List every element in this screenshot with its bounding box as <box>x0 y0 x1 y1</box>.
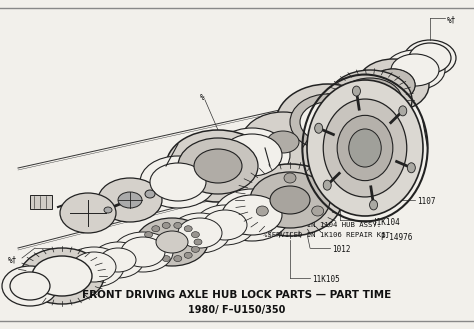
Ellipse shape <box>194 239 202 245</box>
Text: FRONT DRIVING AXLE HUB LOCK PARTS — PART TIME: FRONT DRIVING AXLE HUB LOCK PARTS — PART… <box>82 290 392 300</box>
Ellipse shape <box>300 102 356 142</box>
Ellipse shape <box>162 222 170 228</box>
Bar <box>30 195 52 209</box>
Ellipse shape <box>152 226 160 232</box>
Ellipse shape <box>371 69 415 101</box>
Ellipse shape <box>2 266 58 306</box>
Ellipse shape <box>92 242 144 278</box>
Ellipse shape <box>20 248 104 304</box>
Ellipse shape <box>222 134 282 176</box>
Ellipse shape <box>145 190 155 198</box>
Ellipse shape <box>238 164 342 236</box>
Ellipse shape <box>214 189 290 241</box>
Ellipse shape <box>222 195 282 235</box>
Ellipse shape <box>64 247 124 287</box>
Text: %SERVICED IN 1K106 REPAIR KIT: %SERVICED IN 1K106 REPAIR KIT <box>263 232 390 238</box>
Ellipse shape <box>312 206 324 216</box>
Ellipse shape <box>337 115 393 181</box>
Ellipse shape <box>174 222 182 228</box>
Text: †SERVICED IN 1104 HUB ASSY.: †SERVICED IN 1104 HUB ASSY. <box>263 222 381 228</box>
Ellipse shape <box>284 173 296 183</box>
Ellipse shape <box>250 172 330 228</box>
Ellipse shape <box>32 256 92 296</box>
Ellipse shape <box>349 129 381 167</box>
Ellipse shape <box>118 192 142 208</box>
Ellipse shape <box>335 127 379 179</box>
Ellipse shape <box>338 78 402 122</box>
Ellipse shape <box>140 156 216 208</box>
Ellipse shape <box>174 256 182 262</box>
Text: 11K105: 11K105 <box>312 275 340 285</box>
Ellipse shape <box>60 193 116 233</box>
Ellipse shape <box>113 232 173 272</box>
Ellipse shape <box>178 138 258 194</box>
Ellipse shape <box>136 218 208 266</box>
Ellipse shape <box>100 248 136 272</box>
Ellipse shape <box>145 232 153 238</box>
Ellipse shape <box>267 131 299 153</box>
Ellipse shape <box>370 200 378 210</box>
Ellipse shape <box>385 50 445 90</box>
Text: 1107: 1107 <box>417 197 436 207</box>
Ellipse shape <box>203 210 247 240</box>
Ellipse shape <box>150 163 206 201</box>
Ellipse shape <box>241 112 325 172</box>
Ellipse shape <box>407 163 415 173</box>
Ellipse shape <box>195 205 255 245</box>
Ellipse shape <box>371 69 415 101</box>
Text: %†: %† <box>447 15 456 24</box>
Text: %: % <box>200 92 205 102</box>
Ellipse shape <box>145 246 153 252</box>
Ellipse shape <box>270 186 310 214</box>
Ellipse shape <box>166 130 270 202</box>
Ellipse shape <box>191 246 200 252</box>
Ellipse shape <box>353 86 360 96</box>
Ellipse shape <box>323 99 407 197</box>
Ellipse shape <box>409 43 451 73</box>
Ellipse shape <box>121 237 165 267</box>
Text: 1012: 1012 <box>332 245 350 255</box>
Text: %†: %† <box>8 256 17 265</box>
Ellipse shape <box>290 94 366 150</box>
Ellipse shape <box>276 84 380 160</box>
Ellipse shape <box>191 232 200 238</box>
Ellipse shape <box>10 272 50 300</box>
Ellipse shape <box>72 252 116 282</box>
Ellipse shape <box>325 115 389 190</box>
Ellipse shape <box>184 226 192 232</box>
Ellipse shape <box>152 252 160 258</box>
Ellipse shape <box>307 80 423 216</box>
Ellipse shape <box>315 123 323 133</box>
Ellipse shape <box>194 149 242 183</box>
Ellipse shape <box>357 59 429 111</box>
Ellipse shape <box>162 256 170 262</box>
Ellipse shape <box>98 178 162 222</box>
Ellipse shape <box>184 252 192 258</box>
Ellipse shape <box>156 231 188 253</box>
Ellipse shape <box>404 40 456 76</box>
Ellipse shape <box>391 54 439 86</box>
Ellipse shape <box>170 213 230 253</box>
Ellipse shape <box>142 239 150 245</box>
Ellipse shape <box>214 128 290 182</box>
Ellipse shape <box>328 70 412 130</box>
Ellipse shape <box>323 180 331 190</box>
Text: P-14976: P-14976 <box>380 233 412 242</box>
Ellipse shape <box>178 218 222 248</box>
Text: †1K104: †1K104 <box>372 217 400 226</box>
Ellipse shape <box>104 207 112 213</box>
Ellipse shape <box>399 106 407 116</box>
Ellipse shape <box>256 206 268 216</box>
Text: 1980/ F–U150/350: 1980/ F–U150/350 <box>188 305 286 315</box>
